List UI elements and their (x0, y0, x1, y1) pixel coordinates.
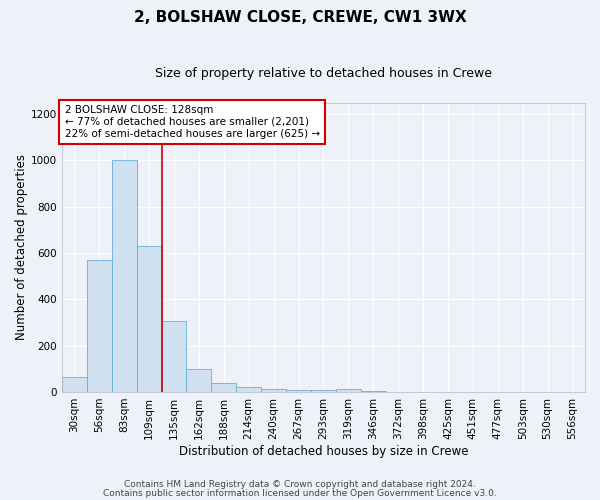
Bar (211, 383, 236, 392)
Bar (261, 389, 286, 392)
Text: 2 BOLSHAW CLOSE: 128sqm
← 77% of detached houses are smaller (2,201)
22% of semi: 2 BOLSHAW CLOSE: 128sqm ← 77% of detache… (65, 106, 320, 138)
Text: Contains public sector information licensed under the Open Government Licence v3: Contains public sector information licen… (103, 488, 497, 498)
Bar (62, 377, 87, 392)
Bar (87, 260, 112, 392)
Bar (286, 390, 311, 392)
Bar (112, 160, 137, 392)
X-axis label: Distribution of detached houses by size in Crewe: Distribution of detached houses by size … (179, 444, 468, 458)
Text: 2, BOLSHAW CLOSE, CREWE, CW1 3WX: 2, BOLSHAW CLOSE, CREWE, CW1 3WX (134, 10, 466, 25)
Title: Size of property relative to detached houses in Crewe: Size of property relative to detached ho… (155, 68, 492, 80)
Bar (336, 389, 361, 392)
Bar (161, 322, 187, 392)
Y-axis label: Number of detached properties: Number of detached properties (15, 154, 28, 340)
Bar (311, 390, 336, 392)
Bar (137, 246, 161, 392)
Text: Contains HM Land Registry data © Crown copyright and database right 2024.: Contains HM Land Registry data © Crown c… (124, 480, 476, 489)
Bar (187, 370, 211, 392)
Bar (236, 387, 261, 392)
